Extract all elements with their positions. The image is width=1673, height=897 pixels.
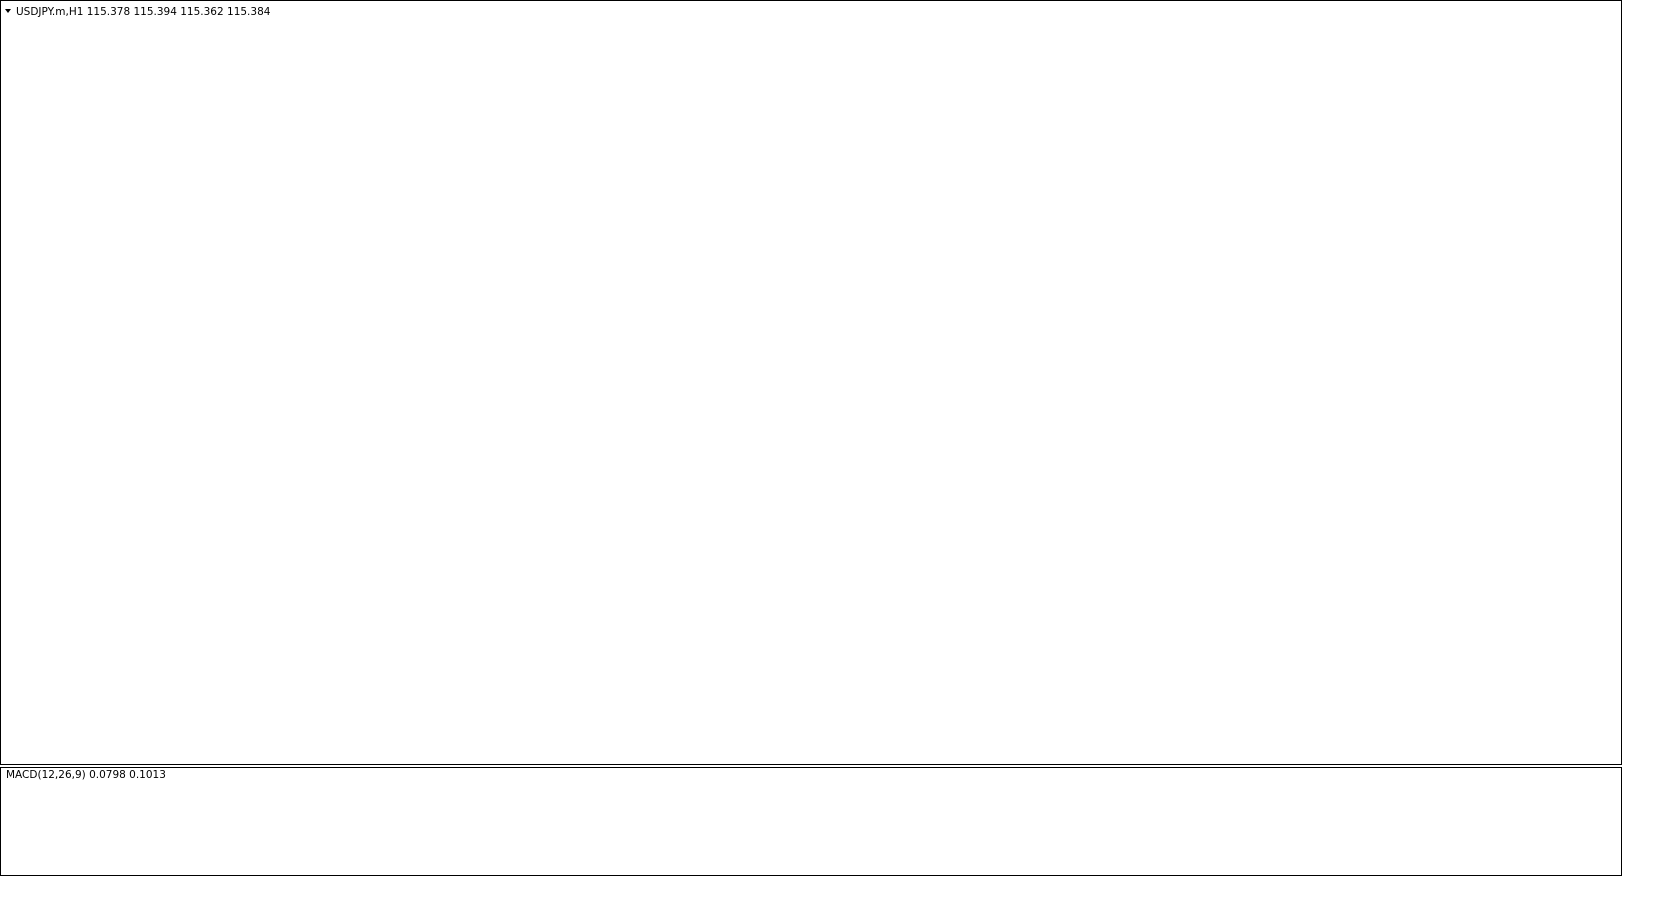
price-pane-border (0, 0, 1622, 765)
chart-title: USDJPY.m,H1 115.378 115.394 115.362 115.… (16, 6, 271, 18)
menu-arrow[interactable] (5, 9, 11, 13)
macd-pane-border (0, 767, 1622, 876)
macd-title: MACD(12,26,9) 0.0798 0.1013 (6, 769, 166, 781)
